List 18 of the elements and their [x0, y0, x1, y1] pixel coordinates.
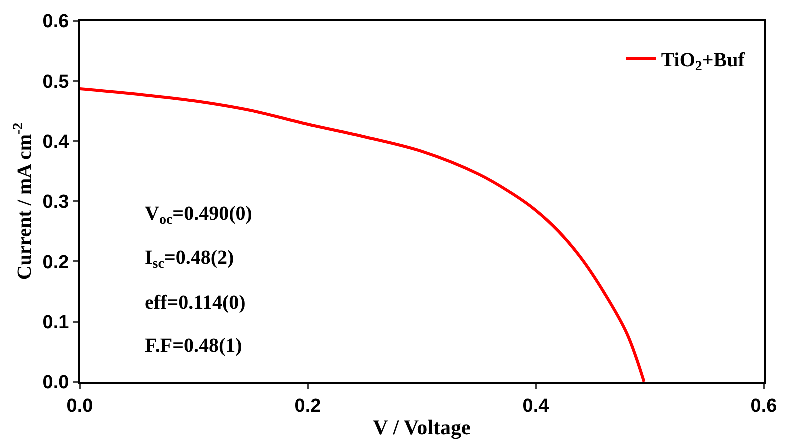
x-tick-label: 0.6 [750, 396, 778, 417]
annotation: V$_{oc}$=0.490(0) [145, 203, 252, 228]
x-axis-title: V / Voltage [373, 416, 471, 440]
y-tick-label: 0.0 [42, 372, 70, 394]
y-tick-label: 0.6 [42, 12, 70, 33]
y-tick-label: 0.3 [42, 192, 70, 214]
y-tick-label: 0.5 [42, 72, 70, 93]
x-tick-label: 0.4 [522, 396, 550, 417]
x-tick-label: 0.0 [66, 396, 94, 417]
annotation: eff=0.114(0) [145, 292, 246, 314]
y-tick-label: 0.2 [42, 252, 70, 274]
x-tick-label: 0.2 [294, 396, 322, 417]
annotation: F.F=0.48(1) [145, 335, 242, 357]
legend-label: TiO$_{2}$+Buf [661, 49, 746, 75]
y-tick-label: 0.4 [42, 132, 70, 153]
y-tick-label: 0.1 [42, 312, 70, 334]
annotation: I$_{sc}$=0.48(2) [145, 247, 234, 272]
line-series [80, 87, 646, 382]
